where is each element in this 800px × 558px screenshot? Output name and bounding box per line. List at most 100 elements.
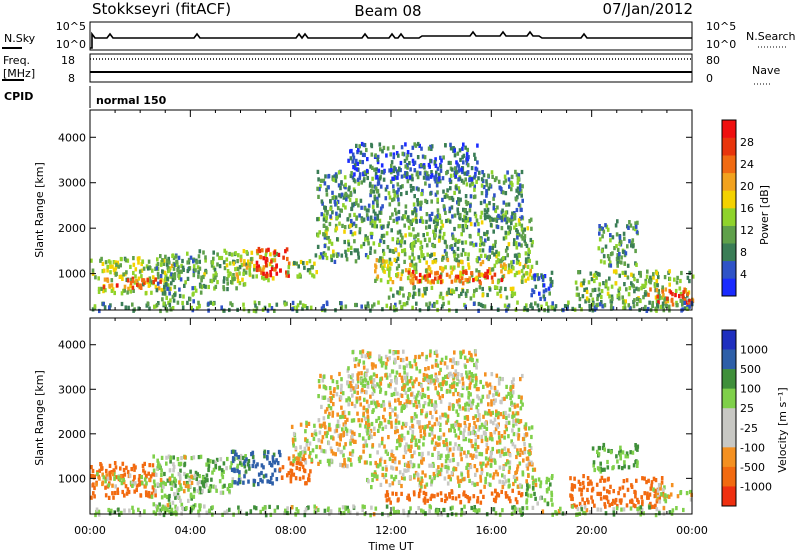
velocity-cell [299, 461, 302, 465]
velocity-cell [380, 359, 383, 363]
power-cell [353, 172, 356, 176]
velocity-cell [448, 406, 451, 410]
power-cell [426, 176, 429, 180]
velocity-cell [315, 454, 318, 458]
power-cell [408, 226, 411, 230]
power-cell [551, 301, 554, 305]
velocity-cell [522, 437, 525, 441]
power-cell [543, 294, 546, 298]
velocity-cell [633, 463, 636, 467]
velocity-cell [389, 483, 392, 487]
power-cell [412, 227, 415, 231]
velocity-cell [496, 374, 499, 378]
power-cell [464, 177, 467, 181]
velocity-cell [185, 475, 188, 479]
velocity-cell [605, 511, 608, 515]
velocity-cell [310, 458, 313, 462]
power-cell [632, 284, 635, 288]
velocity-cell [100, 464, 103, 468]
power-cell [530, 293, 533, 297]
power-cell [485, 191, 488, 195]
velocity-cell [464, 421, 467, 425]
power-cell [440, 292, 443, 296]
velocity-cell [390, 421, 393, 425]
power-cell [127, 278, 130, 282]
velocity-cell [632, 451, 635, 455]
velocity-cell [651, 480, 654, 484]
velocity-cell [160, 468, 163, 472]
velocity-cell [424, 377, 427, 381]
velocity-cell [446, 469, 449, 473]
power-cell [173, 299, 176, 303]
power-cell [139, 270, 142, 274]
velocity-cell [370, 401, 373, 405]
power-cell [417, 155, 420, 159]
power-cell [499, 289, 502, 293]
power-cell [511, 215, 514, 219]
velocity-cell [615, 454, 618, 458]
power-cell [527, 226, 530, 230]
velocity-cell [622, 485, 625, 489]
power-cell [190, 256, 193, 260]
velocity-cell [439, 396, 442, 400]
velocity-cell [549, 482, 552, 486]
power-cell [452, 236, 455, 240]
velocity-cell [500, 412, 503, 416]
power-cell [674, 293, 677, 297]
velocity-cell [363, 398, 366, 402]
velocity-cell [498, 449, 501, 453]
power-cell [507, 270, 510, 274]
velocity-cell [350, 388, 353, 392]
power-cell [460, 292, 463, 296]
power-cell [367, 301, 370, 305]
power-cell [462, 281, 465, 285]
power-cell [484, 304, 487, 308]
velocity-cell [122, 462, 125, 466]
power-cell [510, 260, 513, 264]
velocity-cell [446, 442, 449, 446]
power-cell [404, 233, 407, 237]
power-cell [393, 169, 396, 173]
power-cell [391, 160, 394, 164]
power-cell [392, 177, 395, 181]
velocity-cell [517, 419, 520, 423]
velocity-cell [513, 475, 516, 479]
power-cell [143, 267, 146, 271]
velocity-cell [409, 387, 412, 391]
velocity-cell [410, 392, 413, 396]
velocity-cell [525, 492, 528, 496]
power-cell [398, 252, 401, 256]
power-cell [615, 269, 618, 273]
velocity-cell [431, 464, 434, 468]
power-cell [475, 268, 478, 272]
power-cell [188, 266, 191, 270]
power-cell [327, 174, 330, 178]
power-cell [430, 253, 433, 257]
velocity-cell [419, 369, 422, 373]
velocity-cell [382, 415, 385, 419]
velocity-cell [476, 482, 479, 486]
velocity-cell [153, 480, 156, 484]
power-cell [671, 298, 674, 302]
power-cell [442, 296, 445, 300]
velocity-cell [239, 461, 242, 465]
power-cell [263, 265, 266, 269]
velocity-cell [245, 470, 248, 474]
velocity-cell [385, 473, 388, 477]
power-cell [454, 278, 457, 282]
velocity-cell [440, 491, 443, 495]
power-cell [500, 187, 503, 191]
velocity-cell [394, 407, 397, 411]
velocity-cell [660, 492, 663, 496]
velocity-cell [550, 491, 553, 495]
power-cell [370, 216, 373, 220]
power-cell [593, 279, 596, 283]
power-cell [322, 232, 325, 236]
velocity-cell [385, 450, 388, 454]
power-cell [94, 275, 97, 279]
power-cell [138, 277, 141, 281]
power-cell [350, 230, 353, 234]
velocity-cell [176, 506, 179, 510]
velocity-data [90, 349, 693, 517]
velocity-cell [447, 481, 450, 485]
